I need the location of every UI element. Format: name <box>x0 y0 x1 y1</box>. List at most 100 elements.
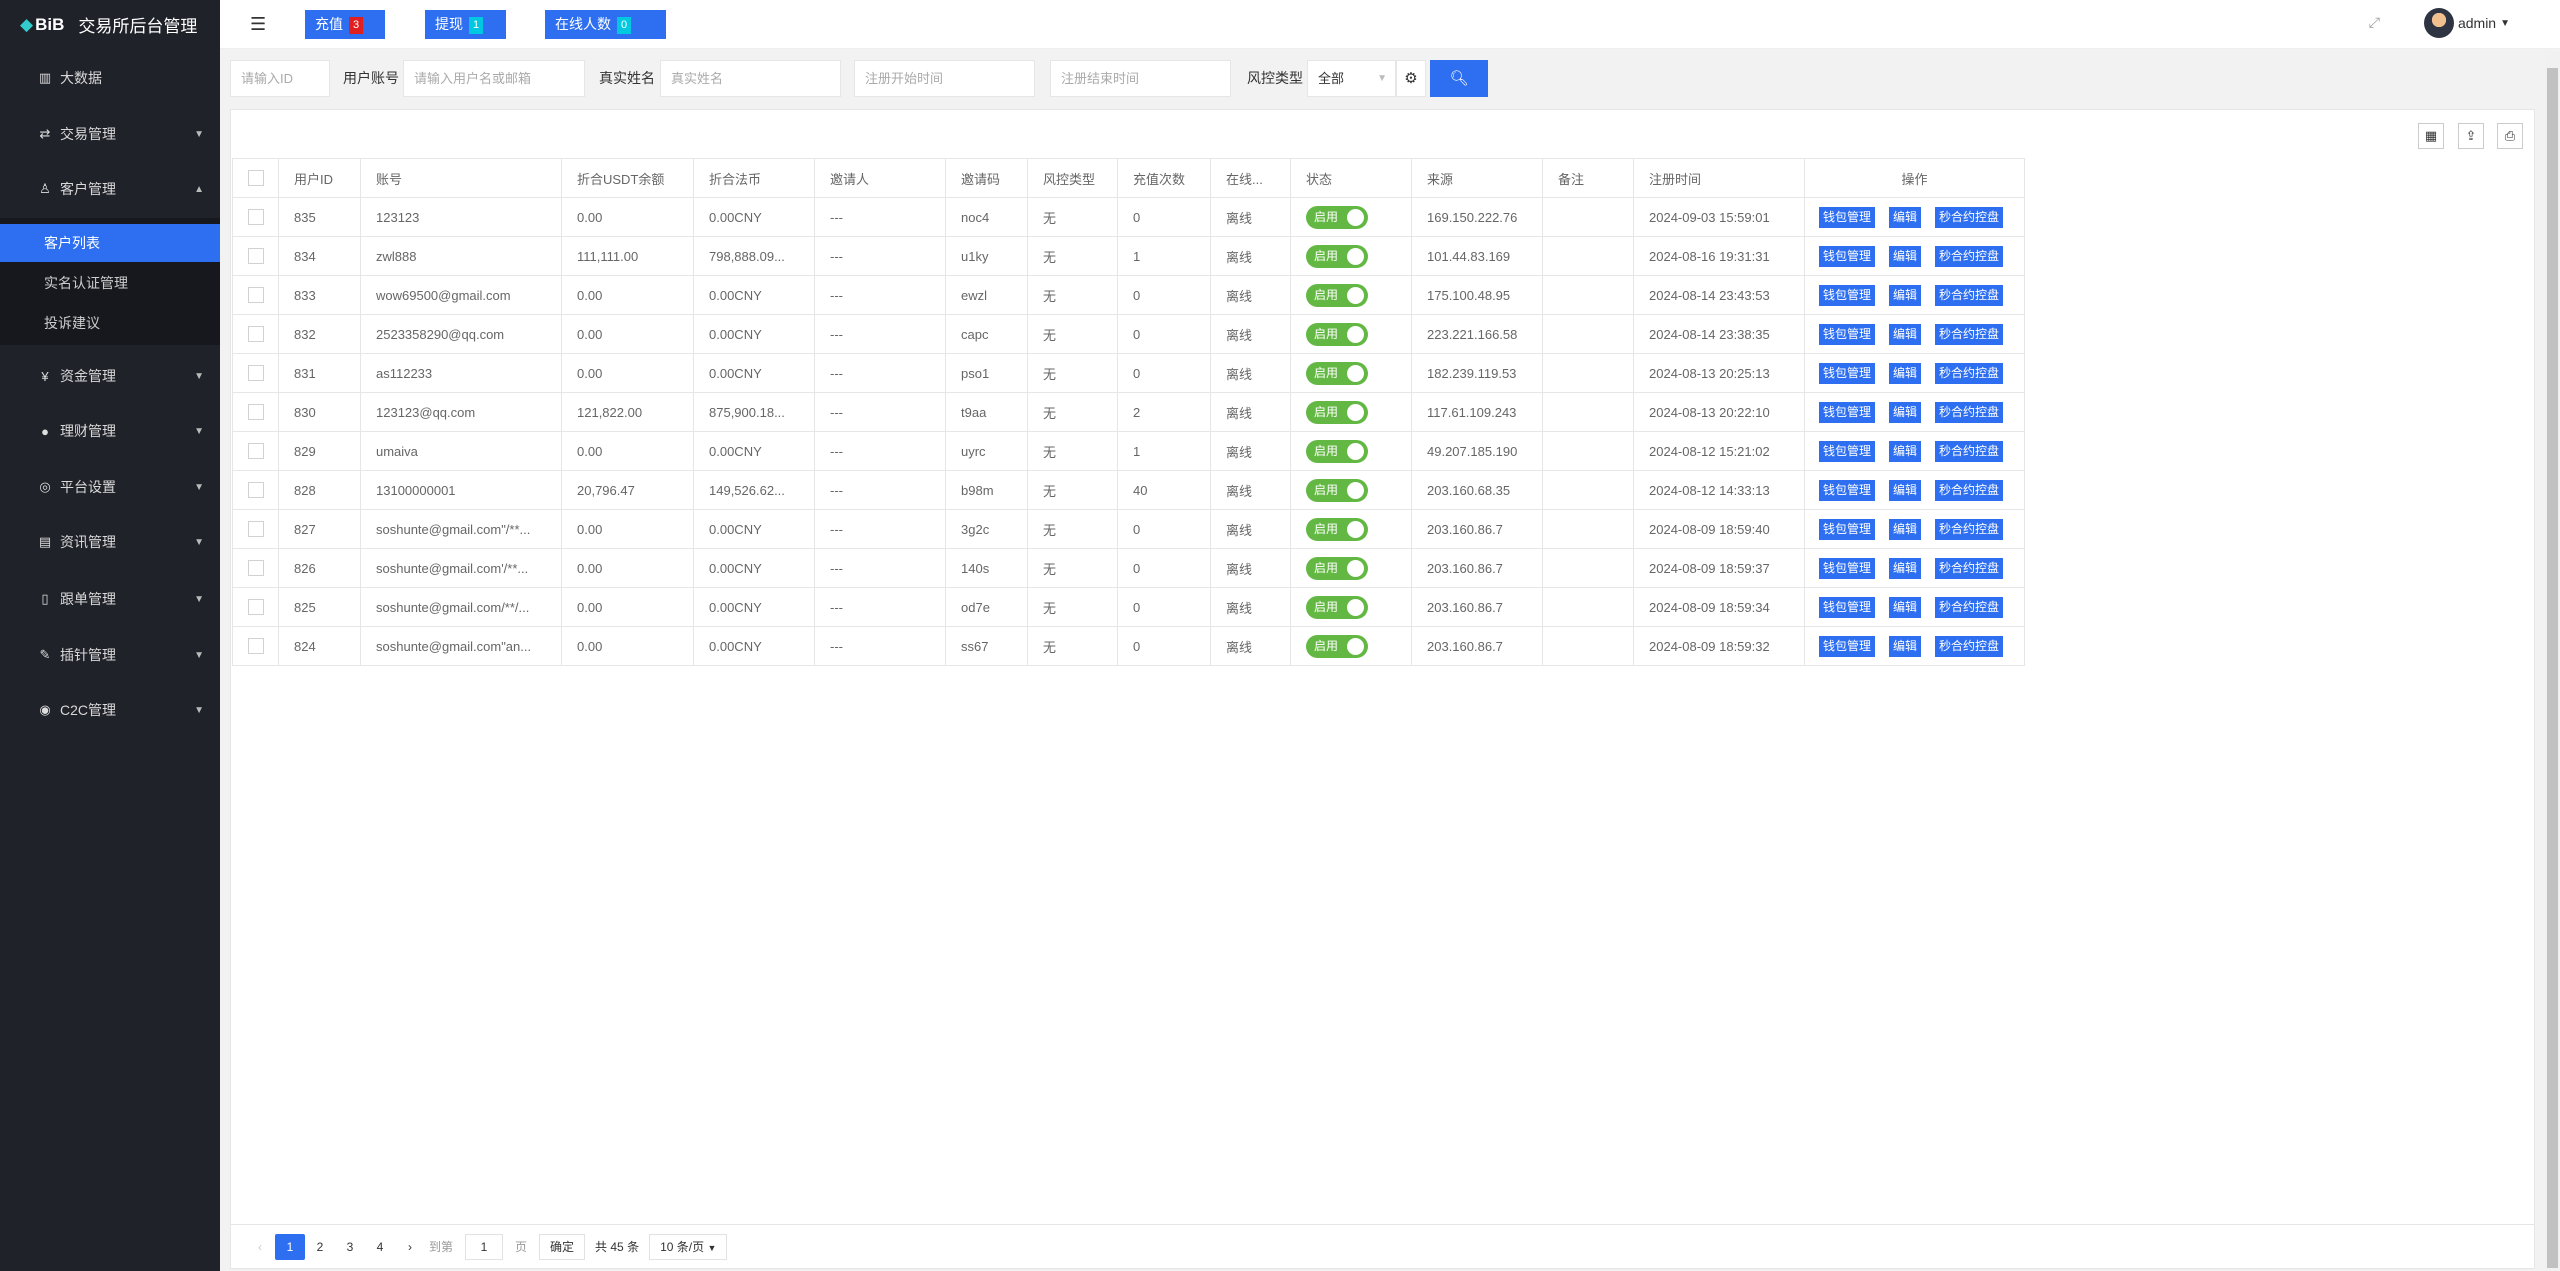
sidebar-item-2[interactable]: ⇄ 交易管理 ▼ <box>0 109 220 159</box>
wallet-manage-button[interactable]: 钱包管理 <box>1819 635 1876 657</box>
columns-icon[interactable]: ▦ <box>2418 123 2444 149</box>
row-checkbox[interactable] <box>247 599 264 616</box>
edit-button[interactable]: 编辑 <box>1889 596 1922 618</box>
status-toggle[interactable]: 启用 <box>1306 244 1368 268</box>
contract-control-button[interactable]: 秒合约控盘 <box>1935 635 2004 657</box>
export-icon[interactable]: ⇪ <box>2458 123 2484 149</box>
status-toggle[interactable]: 启用 <box>1306 595 1368 619</box>
wallet-manage-button[interactable]: 钱包管理 <box>1819 479 1876 501</box>
row-checkbox[interactable] <box>247 443 264 460</box>
row-checkbox[interactable] <box>247 365 264 382</box>
row-checkbox-cell[interactable] <box>232 275 279 315</box>
sidebar-item-10[interactable]: ◉ C2C管理 ▼ <box>0 685 220 735</box>
page-1[interactable]: 1 <box>275 1233 305 1260</box>
contract-control-button[interactable]: 秒合约控盘 <box>1935 401 2004 423</box>
page-size-select[interactable]: 10 条/页 ▼ <box>649 1233 728 1260</box>
prev-page-icon[interactable]: ‹ <box>258 1239 262 1254</box>
row-checkbox-cell[interactable] <box>232 431 279 471</box>
select-all-checkbox[interactable] <box>232 158 279 198</box>
contract-control-button[interactable]: 秒合约控盘 <box>1935 440 2004 462</box>
online-users-button[interactable]: 在线人数 0 <box>545 10 666 39</box>
wallet-manage-button[interactable]: 钱包管理 <box>1819 284 1876 306</box>
checkbox[interactable] <box>247 170 264 187</box>
submenu-item-1[interactable]: 客户列表 <box>0 224 220 262</box>
row-checkbox[interactable] <box>247 248 264 265</box>
account-input[interactable]: 请输入用户名或邮箱 <box>403 60 585 97</box>
status-toggle[interactable]: 启用 <box>1306 517 1368 541</box>
search-button[interactable]: 🔍︎ <box>1430 60 1488 97</box>
status-toggle[interactable]: 启用 <box>1306 322 1368 346</box>
contract-control-button[interactable]: 秒合约控盘 <box>1935 362 2004 384</box>
contract-control-button[interactable]: 秒合约控盘 <box>1935 557 2004 579</box>
row-checkbox-cell[interactable] <box>232 392 279 432</box>
sidebar-item-5[interactable]: ● 理财管理 ▼ <box>0 406 220 456</box>
status-toggle[interactable]: 启用 <box>1306 439 1368 463</box>
row-checkbox[interactable] <box>247 482 264 499</box>
edit-button[interactable]: 编辑 <box>1889 518 1922 540</box>
recharge-button[interactable]: 充值 3 <box>305 10 385 39</box>
row-checkbox[interactable] <box>247 404 264 421</box>
wallet-manage-button[interactable]: 钱包管理 <box>1819 362 1876 384</box>
status-toggle[interactable]: 启用 <box>1306 361 1368 385</box>
wallet-manage-button[interactable]: 钱包管理 <box>1819 401 1876 423</box>
contract-control-button[interactable]: 秒合约控盘 <box>1935 284 2004 306</box>
status-toggle[interactable]: 启用 <box>1306 283 1368 307</box>
sidebar-item-7[interactable]: ▤ 资讯管理 ▼ <box>0 517 220 567</box>
row-checkbox[interactable] <box>247 287 264 304</box>
user-menu[interactable]: admin ▼ <box>2423 8 2510 38</box>
submenu-item-2[interactable]: 实名认证管理 <box>44 275 128 291</box>
row-checkbox[interactable] <box>247 209 264 226</box>
wallet-manage-button[interactable]: 钱包管理 <box>1819 557 1876 579</box>
edit-button[interactable]: 编辑 <box>1889 206 1922 228</box>
edit-button[interactable]: 编辑 <box>1889 362 1922 384</box>
register-start-input[interactable]: 注册开始时间 <box>854 60 1035 97</box>
realname-input[interactable]: 真实姓名 <box>660 60 841 97</box>
submenu-item-3[interactable]: 投诉建议 <box>44 315 100 331</box>
row-checkbox-cell[interactable] <box>232 548 279 588</box>
wallet-manage-button[interactable]: 钱包管理 <box>1819 518 1876 540</box>
contract-control-button[interactable]: 秒合约控盘 <box>1935 245 2004 267</box>
row-checkbox-cell[interactable] <box>232 626 279 666</box>
goto-page-input[interactable]: 1 <box>465 1233 504 1260</box>
contract-control-button[interactable]: 秒合约控盘 <box>1935 479 2004 501</box>
edit-button[interactable]: 编辑 <box>1889 401 1922 423</box>
gear-icon[interactable]: ⚙ <box>1396 60 1426 97</box>
status-toggle[interactable]: 启用 <box>1306 400 1368 424</box>
sidebar-item-8[interactable]: ▯ 跟单管理 ▼ <box>0 574 220 624</box>
register-end-input[interactable]: 注册结束时间 <box>1050 60 1231 97</box>
id-input[interactable]: 请输入ID <box>230 60 330 97</box>
wallet-manage-button[interactable]: 钱包管理 <box>1819 245 1876 267</box>
row-checkbox-cell[interactable] <box>232 470 279 510</box>
edit-button[interactable]: 编辑 <box>1889 245 1922 267</box>
status-toggle[interactable]: 启用 <box>1306 478 1368 502</box>
edit-button[interactable]: 编辑 <box>1889 323 1922 345</box>
risk-type-select[interactable]: 全部 ▼ <box>1307 60 1396 97</box>
wallet-manage-button[interactable]: 钱包管理 <box>1819 596 1876 618</box>
withdraw-button[interactable]: 提现 1 <box>425 10 506 39</box>
sidebar-item-1[interactable]: ▥ 大数据 <box>0 53 220 103</box>
row-checkbox-cell[interactable] <box>232 236 279 276</box>
sidebar-item-3[interactable]: ♙ 客户管理 ▲ <box>0 164 220 214</box>
wallet-manage-button[interactable]: 钱包管理 <box>1819 440 1876 462</box>
print-icon[interactable]: ⎙ <box>2497 123 2523 149</box>
row-checkbox-cell[interactable] <box>232 314 279 354</box>
row-checkbox[interactable] <box>247 326 264 343</box>
contract-control-button[interactable]: 秒合约控盘 <box>1935 323 2004 345</box>
row-checkbox-cell[interactable] <box>232 197 279 237</box>
contract-control-button[interactable]: 秒合约控盘 <box>1935 206 2004 228</box>
row-checkbox[interactable] <box>247 521 264 538</box>
row-checkbox-cell[interactable] <box>232 587 279 627</box>
status-toggle[interactable]: 启用 <box>1306 556 1368 580</box>
sidebar-item-6[interactable]: ◎ 平台设置 ▼ <box>0 462 220 512</box>
edit-button[interactable]: 编辑 <box>1889 635 1922 657</box>
edit-button[interactable]: 编辑 <box>1889 284 1922 306</box>
edit-button[interactable]: 编辑 <box>1889 440 1922 462</box>
status-toggle[interactable]: 启用 <box>1306 205 1368 229</box>
next-page-icon[interactable]: › <box>408 1239 412 1254</box>
wallet-manage-button[interactable]: 钱包管理 <box>1819 323 1876 345</box>
page-4[interactable]: 4 <box>376 1239 384 1254</box>
row-checkbox-cell[interactable] <box>232 353 279 393</box>
fullscreen-icon[interactable]: ⤢ <box>2368 14 2380 30</box>
sidebar-item-9[interactable]: ✎ 插针管理 ▼ <box>0 630 220 680</box>
wallet-manage-button[interactable]: 钱包管理 <box>1819 206 1876 228</box>
